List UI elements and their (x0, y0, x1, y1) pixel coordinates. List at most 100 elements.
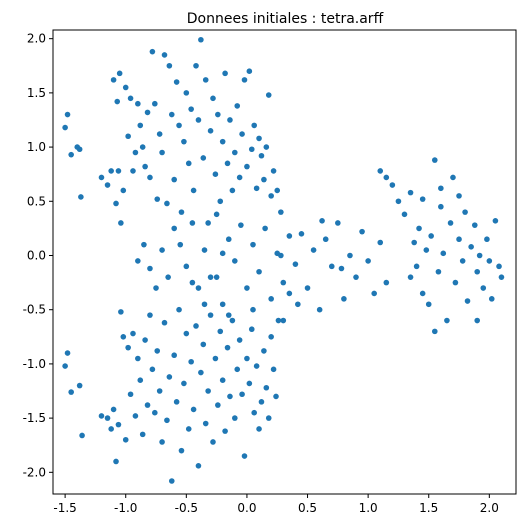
data-point (64, 350, 71, 356)
data-point (219, 377, 226, 383)
data-point (459, 258, 466, 264)
data-point (120, 187, 127, 194)
data-point (295, 301, 301, 308)
data-point (68, 151, 74, 158)
y-tick-label: -1.5 (23, 411, 46, 425)
data-point (232, 415, 238, 421)
data-point (484, 236, 490, 243)
data-point (292, 261, 299, 267)
data-point (440, 250, 447, 257)
data-point (244, 285, 250, 291)
data-point (268, 296, 274, 302)
data-point (79, 432, 85, 439)
data-point (377, 168, 384, 174)
y-axis: 2.0 1.5 1.0 0.5 0.0 -0.5 -1.0 -1.5 -2.0 (23, 32, 53, 479)
data-point (250, 306, 256, 313)
data-point (371, 290, 377, 297)
data-point (190, 406, 197, 413)
x-tick-label: 0.0 (237, 501, 256, 515)
x-tick-label: -0.5 (175, 501, 198, 515)
data-point (200, 341, 207, 348)
data-point (110, 406, 117, 413)
data-point (286, 233, 293, 239)
data-point (215, 111, 221, 118)
data-point (113, 200, 119, 207)
data-point (188, 358, 194, 365)
data-point (319, 218, 325, 224)
x-tick-label: -1.0 (114, 501, 137, 515)
data-point (232, 149, 238, 156)
data-point (262, 225, 268, 232)
data-point (222, 428, 228, 434)
data-point (377, 239, 384, 246)
scatter-points (62, 36, 505, 484)
data-point (68, 389, 74, 395)
data-point (407, 274, 414, 280)
data-point (198, 36, 204, 43)
data-point (166, 374, 173, 380)
data-point (238, 222, 244, 228)
data-point (139, 144, 146, 150)
data-point (152, 100, 158, 107)
data-point (250, 241, 256, 248)
data-point (268, 334, 274, 340)
data-point (200, 155, 207, 161)
data-point (113, 458, 119, 465)
data-point (492, 218, 499, 224)
data-point (219, 250, 226, 257)
data-point (241, 453, 248, 459)
data-point (471, 222, 478, 228)
data-point (139, 431, 146, 438)
data-point (181, 138, 187, 145)
data-point (130, 330, 136, 337)
data-point (407, 189, 414, 196)
data-point (438, 203, 444, 210)
data-point (161, 52, 168, 58)
data-point (273, 393, 279, 400)
y-tick-label: -1.0 (23, 357, 46, 371)
data-point (246, 68, 253, 74)
data-point (176, 122, 182, 129)
data-point (232, 258, 238, 264)
data-point (316, 306, 323, 313)
data-point (456, 193, 462, 199)
data-point (212, 355, 219, 362)
data-point (401, 211, 408, 218)
data-point (202, 77, 209, 83)
data-point (205, 220, 211, 226)
data-point (431, 328, 438, 335)
data-point (188, 106, 194, 112)
data-point (447, 220, 454, 226)
data-point (125, 344, 131, 351)
data-point (166, 62, 173, 69)
data-point (450, 174, 456, 181)
x-tick-label: 2.0 (480, 501, 499, 515)
data-point (141, 241, 147, 248)
data-point (275, 317, 282, 324)
data-point (428, 233, 434, 239)
data-point (261, 176, 267, 183)
data-point (176, 306, 182, 313)
data-point (280, 279, 287, 286)
data-point (127, 95, 134, 102)
data-point (122, 84, 129, 91)
data-point (135, 355, 141, 362)
data-point (161, 319, 168, 326)
data-point (413, 263, 420, 270)
data-point (474, 317, 481, 324)
data-point (244, 355, 250, 362)
data-point (253, 185, 260, 192)
data-point (423, 247, 430, 253)
data-point (137, 122, 144, 129)
data-point (496, 263, 502, 270)
data-point (265, 92, 272, 98)
data-point (286, 290, 293, 297)
data-point (213, 274, 220, 280)
data-point (227, 393, 233, 400)
data-point (365, 258, 371, 264)
data-point (347, 252, 353, 259)
data-point (154, 196, 161, 202)
data-point (435, 268, 442, 275)
data-point (120, 334, 127, 340)
